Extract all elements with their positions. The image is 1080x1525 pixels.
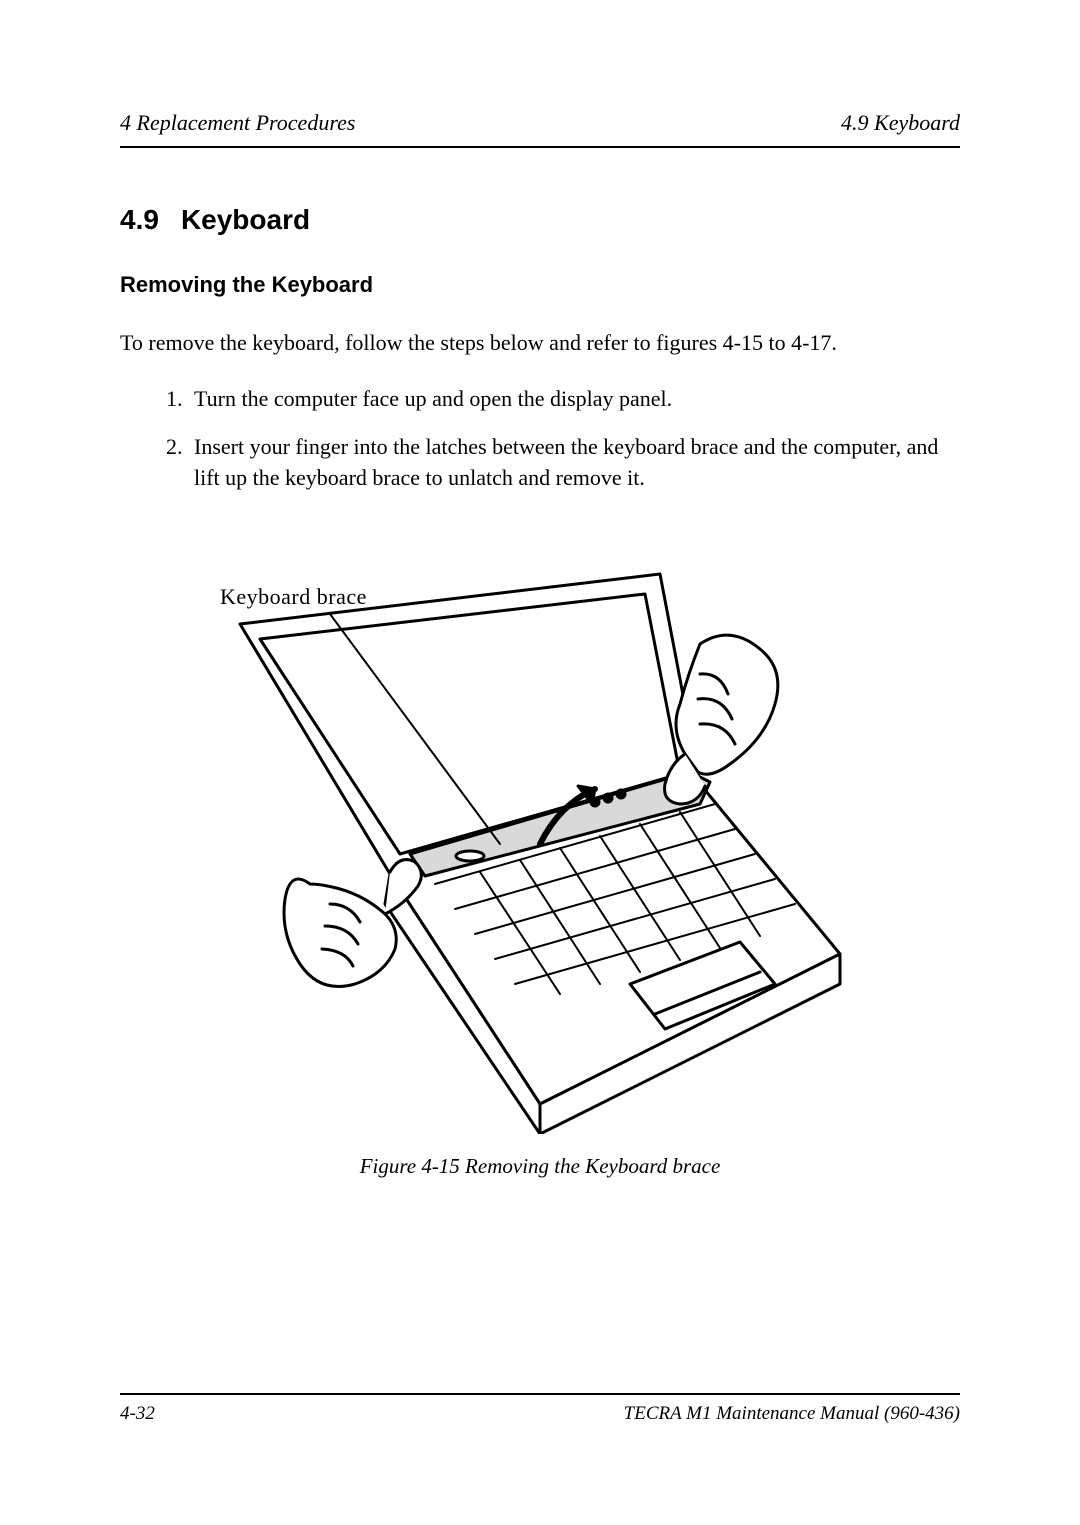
sub-heading: Removing the Keyboard (120, 272, 960, 298)
header-left: 4 Replacement Procedures (120, 110, 355, 136)
list-item: Insert your finger into the latches betw… (188, 432, 960, 494)
header-right: 4.9 Keyboard (841, 110, 960, 136)
page: 4 Replacement Procedures 4.9 Keyboard 4.… (0, 0, 1080, 1525)
step-list: Turn the computer face up and open the d… (120, 384, 960, 494)
running-header: 4 Replacement Procedures 4.9 Keyboard (120, 110, 960, 148)
figure-caption: Figure 4-15 Removing the Keyboard brace (120, 1154, 960, 1179)
figure-4-15: Keyboard brace (200, 554, 880, 1134)
section-number: 4.9 (120, 204, 159, 235)
section-heading: 4.9 Keyboard (120, 204, 960, 236)
running-footer: 4-32 TECRA M1 Maintenance Manual (960-43… (120, 1393, 960, 1425)
laptop-illustration-icon (200, 554, 880, 1134)
intro-paragraph: To remove the keyboard, follow the steps… (120, 328, 960, 358)
section-title: Keyboard (181, 204, 310, 235)
footer-page-number: 4-32 (120, 1403, 155, 1425)
list-item: Turn the computer face up and open the d… (188, 384, 960, 415)
footer-manual-title: TECRA M1 Maintenance Manual (960-436) (624, 1403, 960, 1425)
figure-callout-label: Keyboard brace (220, 584, 367, 610)
